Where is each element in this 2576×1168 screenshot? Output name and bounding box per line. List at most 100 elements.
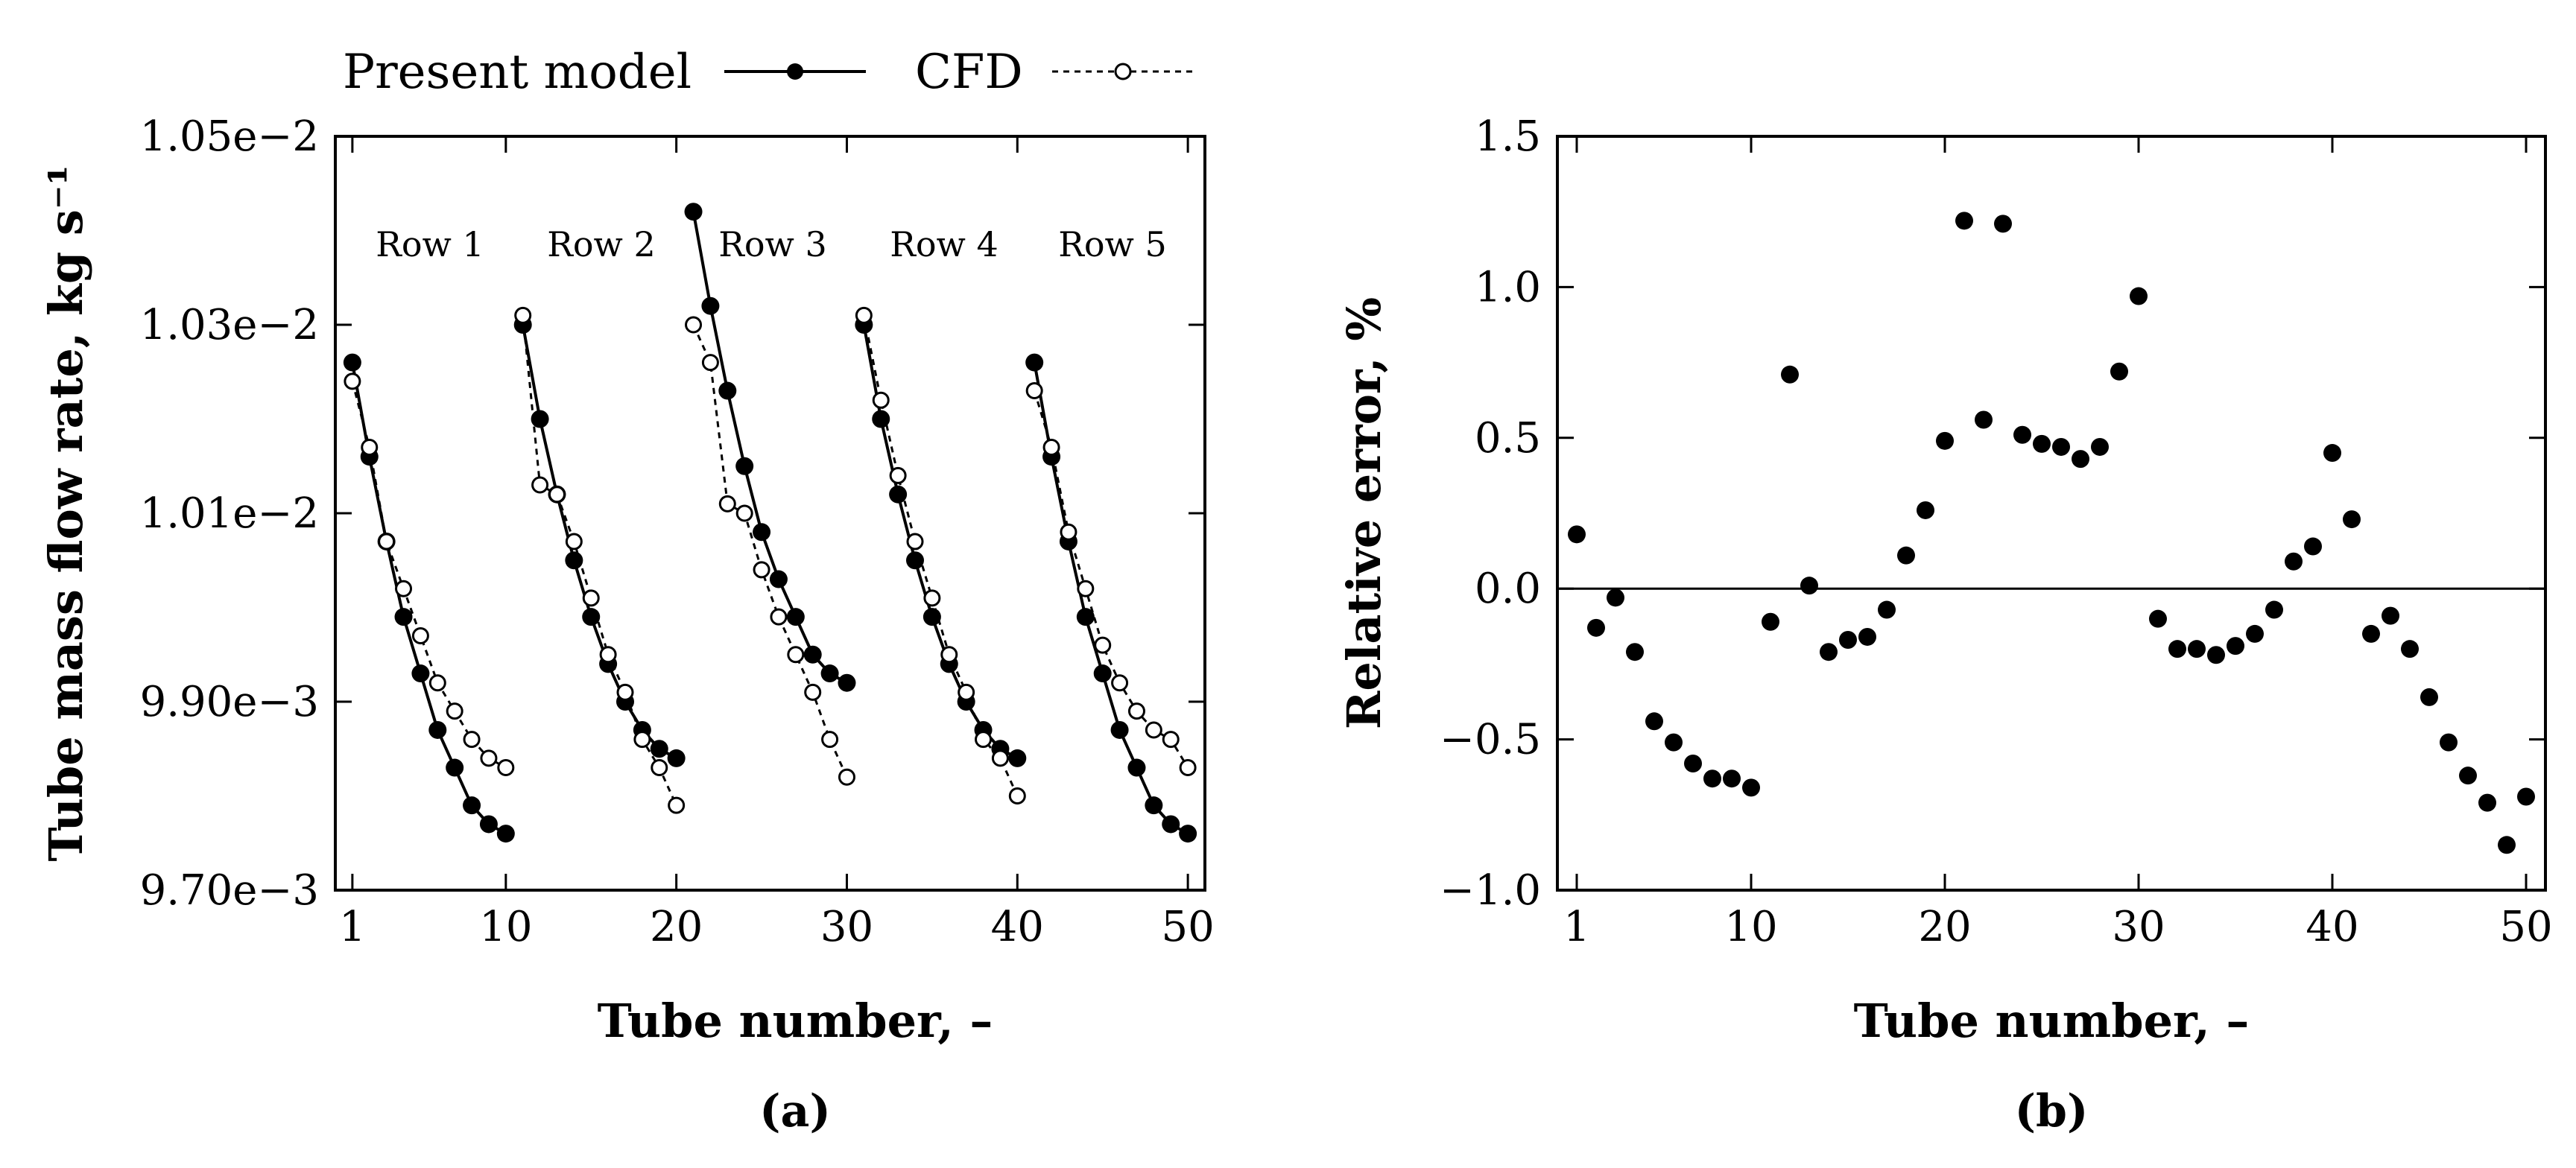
x-tick-label: 40 [991, 903, 1044, 951]
cfd-point [599, 646, 617, 664]
error-point [2168, 640, 2186, 658]
x-tick-label: 1 [339, 903, 366, 951]
x-tick-label: 10 [479, 903, 532, 951]
cfd-point [718, 495, 736, 512]
cfd-point [616, 683, 634, 701]
model-point [1110, 720, 1129, 739]
cfd-point [991, 749, 1009, 767]
cfd-point [1094, 636, 1112, 654]
x-tick-label: 20 [1918, 903, 1971, 951]
cfd-point [1060, 523, 1077, 541]
error-point [1800, 577, 1818, 595]
error-point [1917, 501, 1934, 519]
row-label-2: Row 2 [547, 224, 656, 264]
cfd-point [428, 674, 446, 692]
model-point [1145, 796, 1163, 815]
model-point [769, 570, 788, 588]
error-point [1703, 769, 1721, 788]
error-point [2110, 362, 2128, 381]
error-point [2227, 637, 2244, 656]
y-tick-label: 1.01e−2 [140, 489, 319, 538]
cfd-line-row-5 [1033, 390, 1189, 769]
model-point [1025, 353, 1044, 372]
cfd-point [633, 731, 651, 749]
cfd-point [480, 749, 498, 767]
cfd-line-row-4 [862, 315, 1019, 797]
y-tick-label: 1.03e−2 [140, 301, 319, 349]
cfd-point [514, 306, 532, 324]
cfd-point [804, 683, 822, 701]
model-point [650, 740, 668, 758]
error-point [1587, 618, 1605, 637]
error-point [2091, 437, 2109, 456]
panel-b-chart: −1.0 −0.5 0.0 0.5 1.0 1.5 1 10 20 30 40 50 Tube nu… [1337, 112, 2553, 1137]
x-tick-label: 40 [2306, 903, 2358, 951]
cfd-point [411, 626, 429, 644]
x-tick-label: 50 [2499, 903, 2552, 951]
cfd-line-row-3 [692, 324, 848, 778]
error-point [1858, 627, 1876, 646]
error-point [2459, 766, 2477, 785]
cfd-point [1111, 674, 1129, 692]
error-point [1607, 588, 1624, 607]
error-point [2401, 640, 2419, 658]
panel-b-x-ticks: 1 10 20 30 40 50 [1563, 136, 2553, 951]
error-point [2072, 450, 2089, 469]
y-tick-label: 1.0 [1475, 263, 1541, 311]
row-label-4: Row 4 [890, 224, 999, 264]
cfd-point [940, 646, 958, 664]
error-point [2382, 606, 2399, 625]
cfd-line-row-2 [522, 315, 678, 806]
error-point [1723, 769, 1741, 788]
panel-a-row-labels: Row 1 Row 2 Row 3 Row 4 Row 5 [376, 224, 1167, 264]
error-point [2052, 437, 2070, 456]
cfd-point [889, 466, 907, 484]
model-line-row-1 [350, 362, 507, 835]
error-point [1820, 643, 1838, 661]
cfd-point [1179, 759, 1197, 777]
model-point [735, 457, 754, 475]
error-point [2033, 434, 2051, 453]
error-point [2188, 640, 2206, 658]
cfd-point [838, 768, 855, 786]
model-point [1162, 815, 1180, 834]
error-point [2440, 733, 2458, 752]
cfd-point [685, 316, 703, 334]
model-point [1008, 749, 1027, 767]
panel-b-y-axis-title: Relative error, % [1337, 297, 1391, 729]
error-point [2149, 609, 2167, 628]
cfd-point [1077, 580, 1095, 597]
panel-b-x-axis-title: Tube number, – [1854, 994, 2250, 1048]
error-point [1781, 365, 1799, 384]
x-tick-label: 50 [1161, 903, 1214, 951]
cfd-point [958, 683, 975, 701]
model-point [565, 551, 583, 570]
model-point [1076, 608, 1095, 626]
panel-a-chart: 9.70e−3 9.90e−3 1.01e−2 1.03e−2 1.05e−2 1 10 2… [39, 112, 1215, 1137]
model-point [667, 749, 686, 767]
error-point [1839, 631, 1857, 650]
x-tick-label: 20 [650, 903, 703, 951]
cfd-point [872, 391, 890, 409]
error-point [2420, 688, 2438, 706]
model-point [820, 664, 839, 683]
error-point [2517, 787, 2535, 806]
legend-cfd-label: CFD [915, 45, 1023, 100]
panel-b-series [1568, 212, 2535, 854]
legend-model-marker [787, 63, 803, 80]
cfd-point [395, 580, 413, 597]
error-point [2478, 793, 2496, 812]
error-point [1936, 431, 1954, 450]
cfd-point [651, 759, 668, 777]
error-point [2265, 600, 2283, 619]
error-point [1955, 212, 1973, 230]
error-point [2130, 287, 2148, 305]
legend-model-label: Present model [343, 45, 692, 100]
cfd-point [446, 702, 463, 720]
row-label-5: Row 5 [1058, 224, 1167, 264]
model-point [1093, 664, 1112, 683]
model-point [1127, 758, 1146, 777]
cfd-point [1042, 438, 1060, 456]
